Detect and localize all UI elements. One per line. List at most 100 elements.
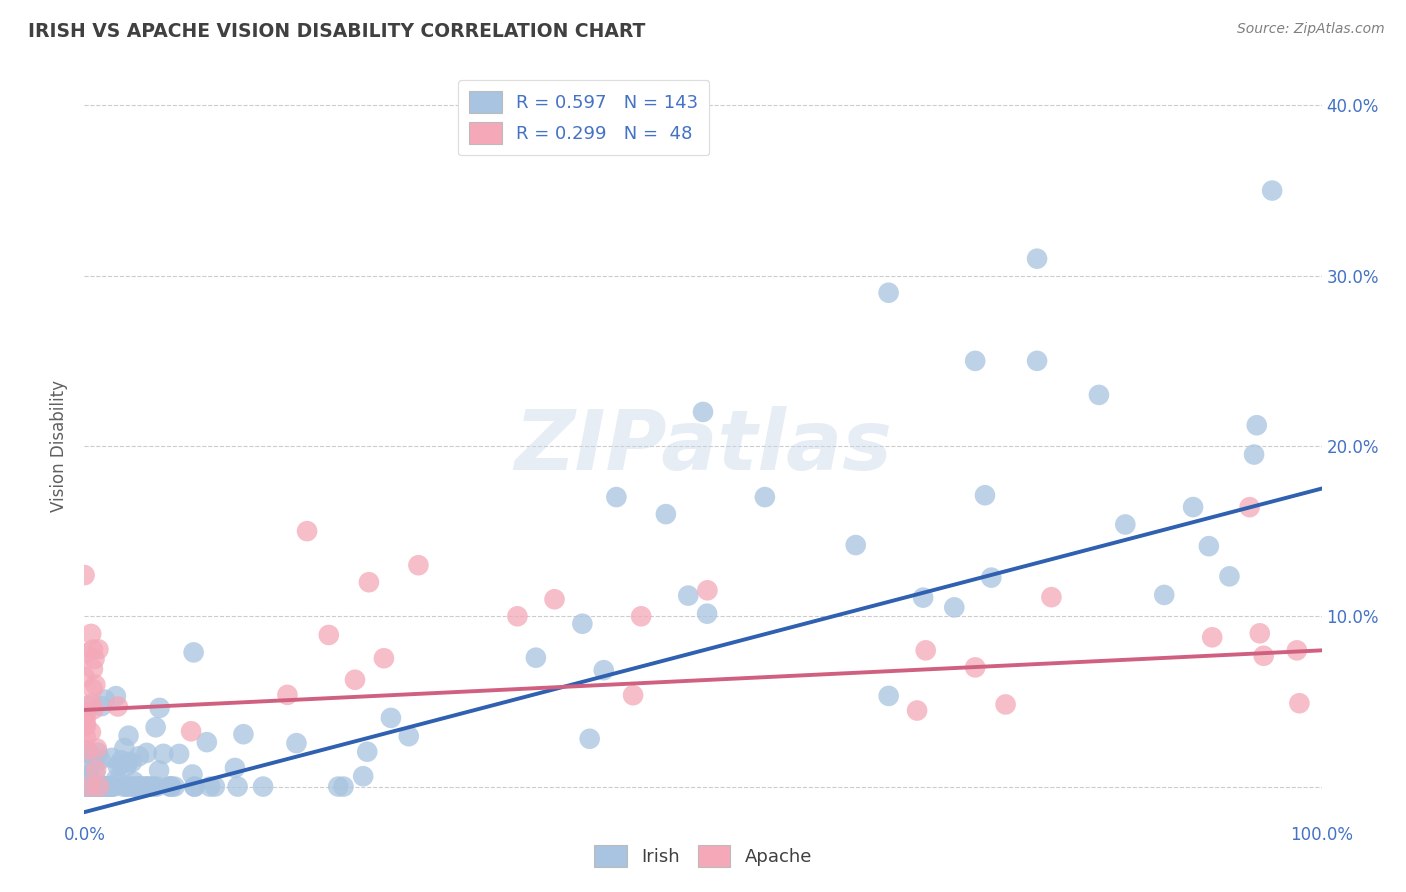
Legend: Irish, Apache: Irish, Apache [586,838,820,874]
Point [77,780,100,794]
Point [83,780,105,794]
Point [79,780,101,794]
Point [90,780,112,794]
Point [117,780,139,794]
Point [204,780,226,794]
Point [135,780,157,794]
Point [356,745,378,759]
Point [343,673,366,687]
Point [128,780,150,794]
Point [104,689,127,703]
Point [112,741,135,756]
Y-axis label: Vision Disability: Vision Disability [51,380,69,512]
Point [75,709,97,723]
Point [97,780,120,794]
Point [73,568,96,582]
Point [912,591,935,605]
Point [592,663,614,677]
Point [93,780,115,794]
Point [122,780,145,794]
Point [845,538,868,552]
Point [83,780,105,794]
Point [1249,626,1271,640]
Point [655,507,678,521]
Point [76,770,98,784]
Point [105,772,128,787]
Point [276,688,298,702]
Point [129,780,152,794]
Point [373,651,395,665]
Point [101,780,124,794]
Point [1040,590,1063,604]
Point [82,642,104,657]
Text: ZIPatlas: ZIPatlas [515,406,891,486]
Point [83,780,105,794]
Point [1246,418,1268,433]
Point [506,609,529,624]
Point [76,743,98,757]
Point [125,780,148,794]
Point [82,776,104,790]
Point [103,780,125,794]
Legend: R = 0.597   N = 143, R = 0.299   N =  48: R = 0.597 N = 143, R = 0.299 N = 48 [458,80,709,155]
Point [184,780,207,794]
Point [605,490,627,504]
Point [676,589,699,603]
Point [86,746,108,760]
Point [141,780,163,794]
Point [180,724,202,739]
Point [148,764,170,778]
Point [73,646,96,660]
Point [82,702,104,716]
Point [100,780,122,794]
Point [75,706,97,720]
Point [132,780,155,794]
Point [877,689,900,703]
Point [226,780,249,794]
Point [285,736,308,750]
Point [73,670,96,684]
Point [1288,696,1310,710]
Point [974,488,997,502]
Point [1261,184,1284,198]
Point [121,780,143,794]
Point [159,780,181,794]
Point [621,688,644,702]
Point [82,780,104,794]
Point [1253,648,1275,663]
Point [97,780,120,794]
Point [571,616,593,631]
Point [117,755,139,769]
Point [1182,500,1205,514]
Point [75,730,97,744]
Point [82,662,104,676]
Point [152,747,174,761]
Point [1218,569,1240,583]
Point [163,780,186,794]
Point [914,643,936,657]
Point [96,780,118,794]
Point [1285,643,1308,657]
Point [905,704,928,718]
Point [84,763,107,777]
Point [136,780,159,794]
Point [84,766,107,780]
Point [181,767,204,781]
Point [76,699,98,714]
Point [195,735,218,749]
Point [86,741,108,756]
Point [90,753,112,767]
Point [87,642,110,657]
Point [252,780,274,794]
Point [89,780,111,794]
Point [224,761,246,775]
Point [77,768,100,782]
Point [73,772,96,787]
Point [98,780,121,794]
Point [75,780,97,794]
Point [578,731,600,746]
Point [295,524,318,538]
Point [93,780,115,794]
Point [110,753,132,767]
Point [83,780,105,794]
